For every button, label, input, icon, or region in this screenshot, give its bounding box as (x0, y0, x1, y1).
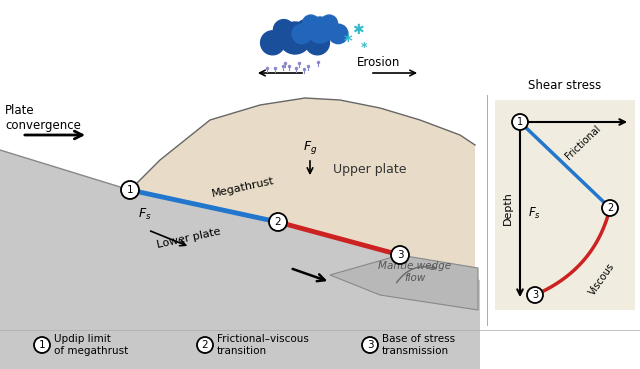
Text: Depth: Depth (503, 192, 513, 225)
Circle shape (391, 246, 409, 264)
Text: 2: 2 (202, 340, 208, 350)
Circle shape (273, 20, 294, 40)
FancyBboxPatch shape (495, 100, 635, 310)
Circle shape (328, 24, 348, 44)
Text: Mantle wedge
flow: Mantle wedge flow (378, 261, 452, 283)
Text: *: * (361, 41, 367, 55)
Circle shape (121, 181, 139, 199)
Text: 2: 2 (607, 203, 613, 213)
Circle shape (279, 22, 311, 54)
Text: Base of stress
transmission: Base of stress transmission (382, 334, 455, 356)
Text: $F_g$: $F_g$ (303, 139, 317, 156)
Text: 3: 3 (532, 290, 538, 300)
Text: 1: 1 (38, 340, 45, 350)
Text: 2: 2 (275, 217, 282, 227)
Text: Viscous: Viscous (587, 261, 616, 297)
Circle shape (362, 337, 378, 353)
Circle shape (34, 337, 50, 353)
Text: Erosion: Erosion (357, 55, 401, 69)
Circle shape (307, 17, 333, 43)
Text: Megathrust: Megathrust (211, 176, 275, 199)
Circle shape (512, 114, 528, 130)
Circle shape (602, 200, 618, 216)
Text: *: * (344, 33, 352, 51)
Text: Lower plate: Lower plate (156, 226, 222, 250)
Text: Shear stress: Shear stress (529, 79, 602, 92)
FancyArrowPatch shape (397, 265, 436, 283)
Polygon shape (0, 150, 480, 369)
Text: 3: 3 (367, 340, 373, 350)
Text: Frictional: Frictional (563, 123, 602, 161)
Text: $F_s$: $F_s$ (138, 207, 152, 222)
Circle shape (305, 31, 330, 55)
Text: Plate
convergence: Plate convergence (5, 104, 81, 132)
Text: Upper plate: Upper plate (333, 163, 407, 176)
Text: 3: 3 (397, 250, 403, 260)
Text: Updip limit
of megathrust: Updip limit of megathrust (54, 334, 128, 356)
Text: 1: 1 (127, 185, 133, 195)
Circle shape (303, 15, 319, 32)
Circle shape (321, 15, 337, 32)
Circle shape (197, 337, 213, 353)
Circle shape (292, 24, 312, 44)
Circle shape (269, 213, 287, 231)
Circle shape (527, 287, 543, 303)
Text: Frictional–viscous
transition: Frictional–viscous transition (217, 334, 309, 356)
Polygon shape (130, 98, 475, 268)
Text: 1: 1 (517, 117, 523, 127)
Circle shape (260, 31, 285, 55)
Text: ✱: ✱ (352, 23, 364, 37)
Circle shape (296, 20, 317, 40)
Polygon shape (330, 255, 478, 310)
Text: $F_s$: $F_s$ (528, 206, 541, 221)
